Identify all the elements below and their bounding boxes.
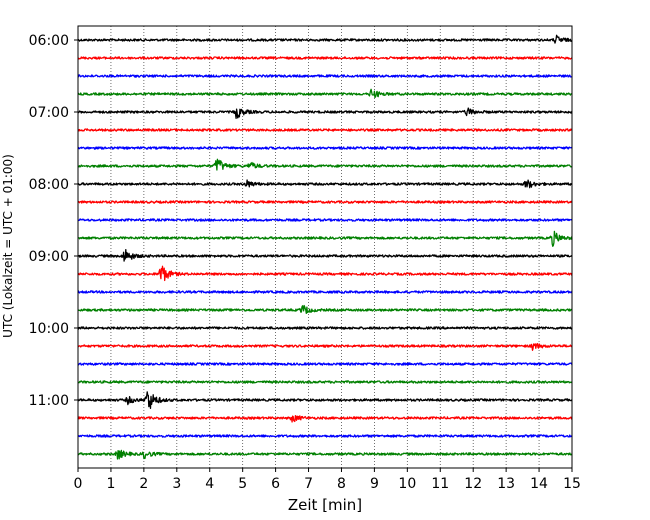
trace-line (77, 88, 573, 99)
trace-line (77, 265, 573, 282)
trace-line (77, 434, 573, 438)
x-tick-label: 1 (106, 476, 115, 492)
y-tick-label: 10:00 (29, 321, 69, 337)
x-tick-label: 8 (337, 476, 346, 492)
trace-line (77, 158, 573, 171)
trace-line (77, 248, 573, 262)
x-tick-label: 9 (370, 476, 379, 492)
x-tick-label: 4 (205, 476, 214, 492)
trace-line (77, 56, 573, 60)
trace-line (77, 146, 573, 150)
x-tick-label: 5 (238, 476, 247, 492)
trace-line (77, 218, 573, 222)
trace-line (77, 326, 573, 330)
trace-line (77, 179, 573, 189)
x-tick-label: 6 (271, 476, 280, 492)
trace-line (77, 304, 573, 315)
trace-line (77, 107, 573, 120)
trace-line (77, 415, 573, 423)
x-tick-label: 13 (497, 476, 515, 492)
y-axis-label: UTC (Lokalzeit = UTC + 01:00) (1, 154, 15, 338)
x-axis-label: Zeit [min] (288, 496, 362, 514)
trace-line (77, 449, 573, 460)
y-axis-ticks: 06:00 07:00 08:00 09:00 10:00 11:00 (29, 33, 78, 409)
plot-frame (77, 25, 573, 469)
y-tick-label: 11:00 (29, 393, 69, 409)
x-tick-label: 0 (74, 476, 83, 492)
trace-line (77, 391, 573, 410)
trace-group (77, 34, 573, 460)
trace-line (77, 128, 573, 132)
y-tick-label: 07:00 (29, 105, 69, 121)
trace-line (77, 342, 573, 351)
y-tick-label: 09:00 (29, 249, 69, 265)
x-tick-label: 2 (139, 476, 148, 492)
x-tick-label: 10 (398, 476, 416, 492)
x-tick-label: 12 (464, 476, 482, 492)
x-axis-ticks: 0 1 2 3 4 5 6 7 8 9 10 11 12 13 14 15 (74, 468, 581, 492)
x-tick-label: 7 (304, 476, 313, 492)
trace-line (77, 200, 573, 204)
trace-line (77, 74, 573, 78)
x-tick-label: 3 (172, 476, 181, 492)
y-tick-label: 06:00 (29, 33, 69, 49)
x-tick-label: 14 (530, 476, 548, 492)
minute-grid (110, 26, 540, 468)
trace-line (77, 362, 573, 366)
trace-line (77, 380, 573, 384)
y-tick-label: 08:00 (29, 177, 69, 193)
trace-line (77, 290, 573, 294)
x-tick-label: 11 (431, 476, 449, 492)
x-tick-label: 15 (563, 476, 581, 492)
trace-line (77, 34, 573, 44)
trace-line (77, 230, 573, 247)
